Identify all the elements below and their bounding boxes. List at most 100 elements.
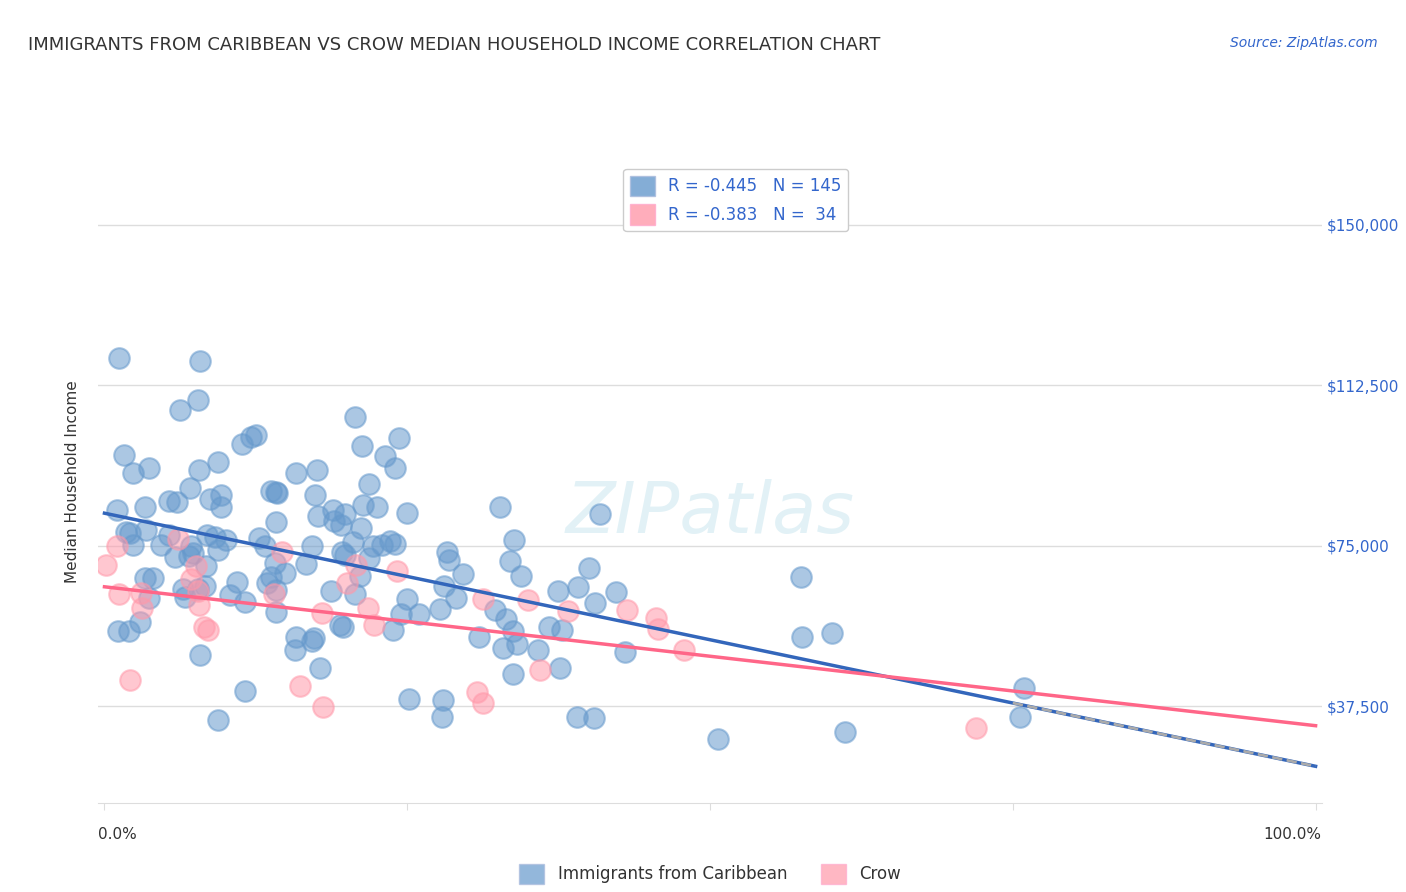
- Point: [344, 586, 367, 600]
- Point: [308, 661, 330, 675]
- Point: [135, 524, 157, 538]
- Y-axis label: Median Household Income: Median Household Income: [65, 380, 80, 583]
- Point: [181, 546, 204, 560]
- Point: [107, 351, 129, 365]
- Point: [329, 617, 352, 632]
- Point: [323, 514, 346, 528]
- Point: [502, 533, 524, 548]
- Point: [195, 527, 218, 541]
- Point: [605, 584, 627, 599]
- Point: [129, 586, 152, 600]
- Point: [187, 582, 209, 597]
- Point: [965, 722, 987, 736]
- Text: IMMIGRANTS FROM CARIBBEAN VS CROW MEDIAN HOUSEHOLD INCOME CORRELATION CHART: IMMIGRANTS FROM CARIBBEAN VS CROW MEDIAN…: [28, 36, 880, 54]
- Point: [264, 605, 287, 619]
- Point: [321, 583, 343, 598]
- Point: [150, 538, 173, 552]
- Point: [312, 699, 335, 714]
- Point: [472, 592, 495, 607]
- Point: [195, 559, 218, 574]
- Point: [499, 554, 522, 568]
- Point: [207, 713, 229, 727]
- Point: [115, 524, 138, 539]
- Point: [374, 449, 396, 463]
- Point: [288, 679, 311, 693]
- Point: [188, 648, 211, 662]
- Point: [465, 685, 488, 699]
- Point: [301, 539, 323, 553]
- Point: [336, 575, 359, 590]
- Point: [551, 624, 574, 638]
- Point: [311, 606, 333, 620]
- Point: [112, 448, 135, 462]
- Point: [247, 531, 270, 545]
- Point: [209, 500, 232, 514]
- Point: [388, 432, 411, 446]
- Point: [142, 571, 165, 585]
- Point: [197, 624, 219, 638]
- Point: [207, 542, 229, 557]
- Point: [188, 598, 211, 612]
- Point: [163, 549, 186, 564]
- Point: [260, 483, 283, 498]
- Point: [437, 553, 460, 567]
- Point: [502, 666, 524, 681]
- Point: [381, 623, 404, 637]
- Point: [432, 692, 454, 706]
- Point: [357, 476, 380, 491]
- Point: [107, 587, 129, 601]
- Point: [225, 575, 247, 590]
- Point: [188, 354, 211, 368]
- Point: [204, 530, 226, 544]
- Point: [436, 544, 458, 558]
- Point: [332, 620, 354, 634]
- Point: [105, 539, 128, 553]
- Point: [433, 579, 456, 593]
- Point: [177, 549, 200, 564]
- Point: [398, 692, 420, 706]
- Point: [122, 467, 145, 481]
- Point: [537, 620, 560, 634]
- Point: [821, 625, 844, 640]
- Point: [264, 556, 287, 570]
- Point: [834, 725, 856, 739]
- Point: [302, 631, 325, 645]
- Point: [128, 615, 150, 629]
- Point: [157, 528, 180, 542]
- Legend: Immigrants from Caribbean, Crow: Immigrants from Caribbean, Crow: [513, 857, 907, 891]
- Point: [529, 664, 551, 678]
- Point: [131, 601, 153, 615]
- Point: [565, 710, 588, 724]
- Point: [389, 607, 412, 621]
- Point: [329, 517, 352, 532]
- Point: [357, 550, 380, 565]
- Point: [366, 500, 388, 514]
- Point: [384, 537, 406, 551]
- Point: [134, 571, 156, 585]
- Point: [467, 630, 489, 644]
- Point: [179, 481, 201, 495]
- Point: [219, 588, 242, 602]
- Point: [264, 583, 287, 598]
- Text: 100.0%: 100.0%: [1264, 827, 1322, 841]
- Point: [307, 509, 329, 524]
- Point: [471, 697, 494, 711]
- Point: [186, 559, 208, 574]
- Point: [506, 637, 529, 651]
- Point: [284, 631, 307, 645]
- Point: [790, 569, 813, 583]
- Point: [118, 673, 141, 687]
- Point: [488, 500, 510, 515]
- Point: [1010, 710, 1032, 724]
- Point: [350, 521, 373, 535]
- Point: [274, 566, 297, 580]
- Point: [578, 560, 600, 574]
- Point: [105, 503, 128, 517]
- Point: [207, 455, 229, 469]
- Point: [430, 710, 453, 724]
- Point: [180, 572, 202, 586]
- Point: [526, 642, 548, 657]
- Point: [378, 534, 401, 549]
- Point: [548, 661, 571, 675]
- Point: [134, 500, 156, 514]
